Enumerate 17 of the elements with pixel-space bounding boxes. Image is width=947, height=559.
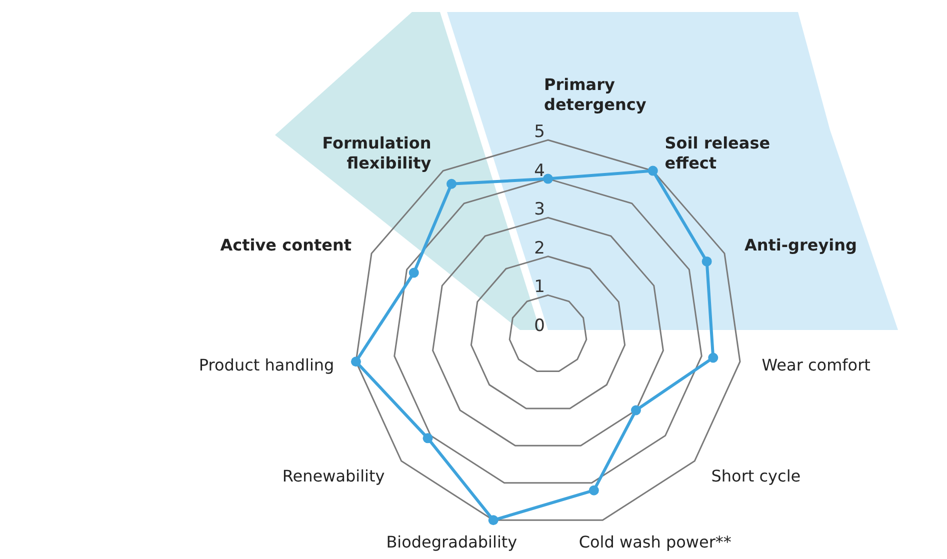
spoke-label: Wear comfort — [762, 356, 870, 375]
spoke-label: Product handling — [198, 356, 334, 375]
y-tick-label: 5 — [534, 122, 545, 142]
y-tick-label: 0 — [534, 316, 545, 336]
spoke-label: Anti-greying — [744, 235, 857, 254]
spoke-label: Soil release effect — [664, 133, 770, 172]
spoke-label: Short cycle — [711, 466, 801, 486]
spoke-label: Renewability — [282, 466, 385, 486]
y-tick-label: 1 — [534, 277, 545, 298]
spoke-label: Active content — [220, 235, 352, 254]
y-tick-label: 2 — [534, 238, 545, 258]
spoke-label: Cold wash power** — [578, 532, 732, 552]
y-tick-label: 4 — [534, 160, 545, 181]
y-tick-label: 3 — [534, 200, 545, 220]
spoke-label: Primary detergency — [544, 75, 647, 114]
spoke-label: Biodegradability — [386, 532, 518, 552]
spoke-label: Formulation flexibility — [322, 133, 432, 172]
